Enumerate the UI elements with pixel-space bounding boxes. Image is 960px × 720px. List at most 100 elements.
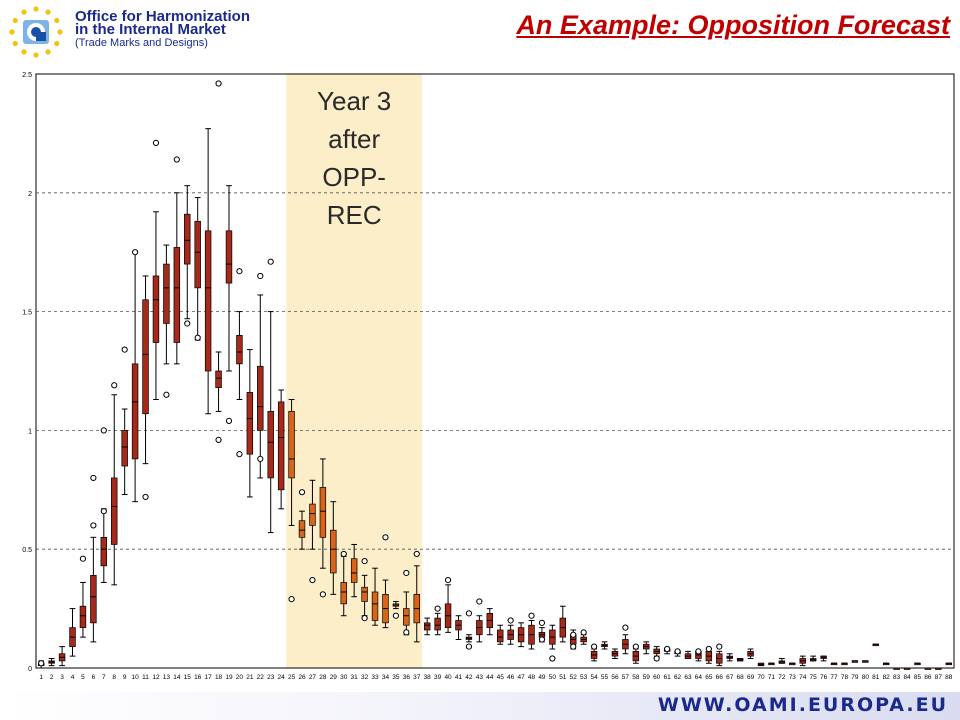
outlier-point [392, 612, 399, 619]
outlier-point [132, 249, 139, 256]
x-tick-label: 33 [371, 674, 379, 681]
x-tick-label: 27 [309, 674, 317, 681]
x-tick-label: 38 [424, 674, 432, 681]
outlier-point [632, 643, 639, 650]
logo-star-icon [33, 52, 39, 58]
box [173, 247, 181, 343]
x-tick-label: 7 [102, 674, 106, 681]
organization-name: Office for Harmonization in the Internal… [75, 9, 250, 50]
outlier-point [570, 631, 577, 638]
outlier-point [664, 645, 671, 653]
x-tick-label: 70 [757, 674, 765, 681]
outlier-point [622, 624, 629, 631]
x-tick-label: 5 [81, 674, 85, 681]
x-tick-label: 64 [695, 674, 703, 681]
x-tick-label: 60 [653, 674, 661, 681]
outlier-point [236, 268, 243, 275]
highlight-label: OPP- [322, 162, 386, 192]
box [225, 230, 233, 284]
x-tick-label: 4 [71, 674, 75, 681]
box [288, 411, 295, 479]
outlier-point [100, 508, 107, 515]
x-tick-label: 85 [914, 674, 922, 681]
outlier-point [674, 648, 681, 655]
x-tick-label: 77 [830, 674, 838, 681]
outlier-point [142, 493, 149, 501]
outlier-point [716, 643, 723, 650]
outlier-point [90, 522, 97, 529]
outlier-point [361, 615, 368, 622]
x-tick-label: 28 [319, 674, 327, 681]
outlier-point [298, 489, 306, 496]
x-tick-label: 88 [945, 674, 953, 681]
box [319, 487, 327, 538]
box [257, 365, 264, 431]
plot-frame [35, 73, 955, 669]
outlier-point [570, 643, 577, 650]
outlier-point [173, 156, 180, 163]
outlier-point [653, 655, 660, 662]
outlier-point [591, 643, 598, 650]
outlier-point [538, 636, 546, 643]
x-tick-label: 22 [257, 674, 265, 681]
x-tick-label: 13 [163, 674, 171, 681]
outlier-point [121, 346, 128, 353]
y-tick-label: 0 [28, 666, 32, 673]
box [496, 629, 504, 643]
logo-star-icon [12, 17, 18, 24]
outlier-point [549, 655, 556, 662]
outlier-point [100, 427, 107, 434]
x-tick-label: 62 [674, 674, 682, 681]
x-tick-label: 76 [820, 674, 828, 681]
x-tick-label: 29 [330, 674, 338, 681]
box [90, 574, 97, 624]
x-tick-label: 37 [413, 674, 421, 681]
x-tick-label: 3 [60, 674, 64, 681]
box [194, 220, 201, 289]
outlier-point [90, 474, 97, 482]
box [340, 582, 347, 605]
outlier-point [152, 139, 160, 147]
outlier-point [382, 534, 389, 541]
outlier-point [319, 591, 326, 598]
outlier-point [695, 648, 702, 655]
x-tick-label: 66 [716, 674, 724, 681]
outlier-point [215, 80, 222, 87]
x-tick-label: 68 [737, 674, 745, 681]
x-tick-label: 32 [361, 674, 369, 681]
x-tick-label: 2 [50, 674, 54, 681]
outlier-point [194, 334, 201, 341]
x-tick-label: 50 [549, 674, 557, 681]
x-tick-label: 58 [632, 674, 640, 681]
x-tick-label: 83 [893, 674, 901, 681]
box [298, 520, 306, 538]
x-tick-label: 44 [486, 674, 494, 681]
logo-star-icon [45, 9, 51, 15]
outlier-point [705, 645, 712, 653]
outlier-point [236, 451, 243, 458]
x-tick-label: 87 [935, 674, 943, 681]
outlier-point [340, 550, 347, 558]
x-tick-label: 14 [173, 674, 181, 681]
outlier-point [465, 643, 473, 650]
x-tick-label: 43 [476, 674, 484, 681]
x-tick-label: 8 [112, 674, 116, 681]
box [434, 617, 441, 631]
box [79, 605, 87, 628]
outlier-point [111, 382, 118, 389]
outlier-point [444, 576, 452, 584]
outlier-point [288, 595, 295, 603]
outlier-point [465, 610, 473, 617]
box [361, 586, 368, 602]
outlier-point [215, 436, 222, 444]
x-tick-label: 9 [123, 674, 127, 681]
box [131, 363, 139, 460]
outlier-point [184, 320, 191, 327]
y-tick-label: 2.5 [22, 72, 32, 79]
outlier-point [257, 272, 264, 280]
logo-star-icon [54, 17, 60, 24]
box [246, 392, 254, 455]
outlier-point [403, 569, 410, 577]
x-tick-label: 25 [288, 674, 296, 681]
